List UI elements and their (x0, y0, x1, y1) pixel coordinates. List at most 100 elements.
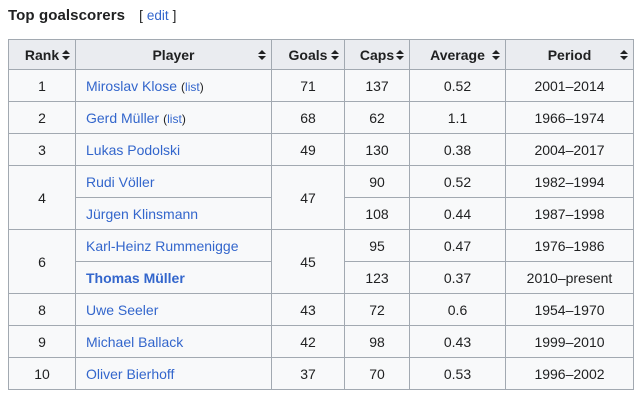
column-header-player[interactable]: Player (75, 39, 272, 70)
column-header-label: Average (430, 46, 485, 63)
period-cell: 1976–1986 (505, 229, 634, 262)
period-cell: 1999–2010 (505, 325, 634, 358)
player-link[interactable]: Lukas Podolski (86, 141, 181, 158)
sort-arrow-up-icon (331, 49, 339, 54)
player-cell: Miroslav Klose (list) (75, 69, 272, 102)
table-row: 2 Gerd Müller (list) 68 62 1.1 1966–1974 (8, 101, 634, 134)
period-cell: 2001–2014 (505, 69, 634, 102)
sort-arrow-up-icon (396, 49, 404, 54)
list-note: (list) (163, 112, 186, 126)
sort-arrow-down-icon (396, 55, 404, 60)
header-row: Rank Player Goals Caps Average Period (8, 39, 634, 70)
goals-cell: 37 (271, 357, 345, 390)
player-link[interactable]: Karl-Heinz Rummenigge (86, 237, 239, 254)
goals-cell: 42 (271, 325, 345, 358)
caps-cell: 62 (344, 101, 410, 134)
caps-cell: 95 (344, 229, 410, 262)
player-link[interactable]: Michael Ballack (86, 333, 184, 350)
sort-arrow-down-icon (492, 55, 500, 60)
period-cell: 1954–1970 (505, 293, 634, 326)
column-header-period[interactable]: Period (505, 39, 634, 70)
table-row: 4 Rudi Völler 47 90 0.52 1982–1994 (8, 165, 634, 230)
table-row: 1 Miroslav Klose (list) 71 137 0.52 2001–… (8, 69, 634, 102)
period-cell: 1987–1998 (505, 197, 634, 230)
page-title: Top goalscorers (8, 7, 126, 24)
player-cell: Jürgen Klinsmann (75, 197, 272, 230)
player-cell: Lukas Podolski (75, 133, 272, 166)
sort-arrow-down-icon (620, 55, 628, 60)
column-header-label: Rank (24, 46, 60, 63)
player-link[interactable]: Oliver Bierhoff (86, 365, 175, 382)
caps-cell: 123 (344, 261, 410, 294)
sort-arrow-up-icon (492, 49, 500, 54)
rank-cell: 2 (8, 101, 76, 134)
player-link[interactable]: Jürgen Klinsmann (86, 205, 199, 222)
column-header-goals[interactable]: Goals (271, 39, 345, 70)
table-row: Jürgen Klinsmann 108 0.44 1987–1998 (9, 197, 634, 230)
period-cell: 2010–present (505, 261, 634, 294)
average-cell: 0.37 (409, 261, 506, 294)
column-header-label: Goals (288, 46, 328, 63)
close-paren: ) (181, 111, 186, 126)
player-cell: Gerd Müller (list) (75, 101, 272, 134)
player-cell: Rudi Völler (75, 165, 272, 198)
table-row: 9 Michael Ballack 42 98 0.43 1999–2010 (8, 325, 634, 358)
player-link[interactable]: Thomas Müller (86, 269, 185, 286)
rank-cell: 10 (8, 357, 76, 390)
caps-cell: 70 (344, 357, 410, 390)
player-cell: Michael Ballack (75, 325, 272, 358)
rank-cell: 4 (8, 165, 76, 230)
caps-cell: 108 (344, 197, 410, 230)
list-link[interactable]: list (185, 79, 200, 94)
rank-cell: 3 (8, 133, 76, 166)
column-header-caps[interactable]: Caps (344, 39, 410, 70)
average-cell: 0.52 (409, 69, 506, 102)
column-header-average[interactable]: Average (409, 39, 506, 70)
sort-arrow-down-icon (62, 55, 70, 60)
sort-arrow-up-icon (620, 49, 628, 54)
rank-cell: 8 (8, 293, 76, 326)
table-row: 10 Oliver Bierhoff 37 70 0.53 1996–2002 (8, 357, 634, 390)
sort-arrow-down-icon (258, 55, 266, 60)
open-paren: ( (181, 79, 186, 94)
column-header-rank[interactable]: Rank (8, 39, 76, 70)
edit-section: [edit] (139, 8, 176, 23)
player-cell: Karl-Heinz Rummenigge (75, 229, 272, 262)
table-row: 8 Uwe Seeler 43 72 0.6 1954–1970 (8, 293, 634, 326)
column-header-label: Player (152, 46, 195, 63)
caps-cell: 98 (344, 325, 410, 358)
sort-arrow-down-icon (331, 55, 339, 60)
close-paren: ) (199, 79, 204, 94)
sort-icon (396, 49, 404, 60)
player-cell: Uwe Seeler (75, 293, 272, 326)
sort-icon (620, 49, 628, 60)
average-cell: 0.47 (409, 229, 506, 262)
caps-cell: 90 (344, 165, 410, 198)
goals-cell: 47 (271, 165, 345, 230)
table-row: 6 Karl-Heinz Rummenigge 45 95 0.47 1976–… (8, 229, 634, 294)
player-link[interactable]: Uwe Seeler (86, 301, 159, 318)
edit-close-bracket: ] (172, 8, 177, 23)
open-paren: ( (163, 111, 168, 126)
average-cell: 0.38 (409, 133, 506, 166)
player-link[interactable]: Rudi Völler (86, 173, 155, 190)
section-heading: Top goalscorers [edit] (0, 0, 640, 24)
caps-cell: 72 (344, 293, 410, 326)
table-row: 3 Lukas Podolski 49 130 0.38 2004–2017 (8, 133, 634, 166)
goals-cell: 45 (271, 229, 345, 294)
player-cell: Oliver Bierhoff (75, 357, 272, 390)
sort-icon (62, 49, 70, 60)
caps-cell: 137 (344, 69, 410, 102)
edit-link[interactable]: edit (146, 8, 169, 23)
sort-icon (258, 49, 266, 60)
player-cell: Thomas Müller (75, 261, 272, 294)
player-link[interactable]: Gerd Müller (86, 109, 160, 126)
sort-arrow-up-icon (62, 49, 70, 54)
sort-icon (492, 49, 500, 60)
player-link[interactable]: Miroslav Klose (86, 77, 178, 94)
period-cell: 1982–1994 (505, 165, 634, 198)
sort-arrow-up-icon (258, 49, 266, 54)
list-link[interactable]: list (167, 111, 182, 126)
goals-cell: 43 (271, 293, 345, 326)
sort-icon (331, 49, 339, 60)
